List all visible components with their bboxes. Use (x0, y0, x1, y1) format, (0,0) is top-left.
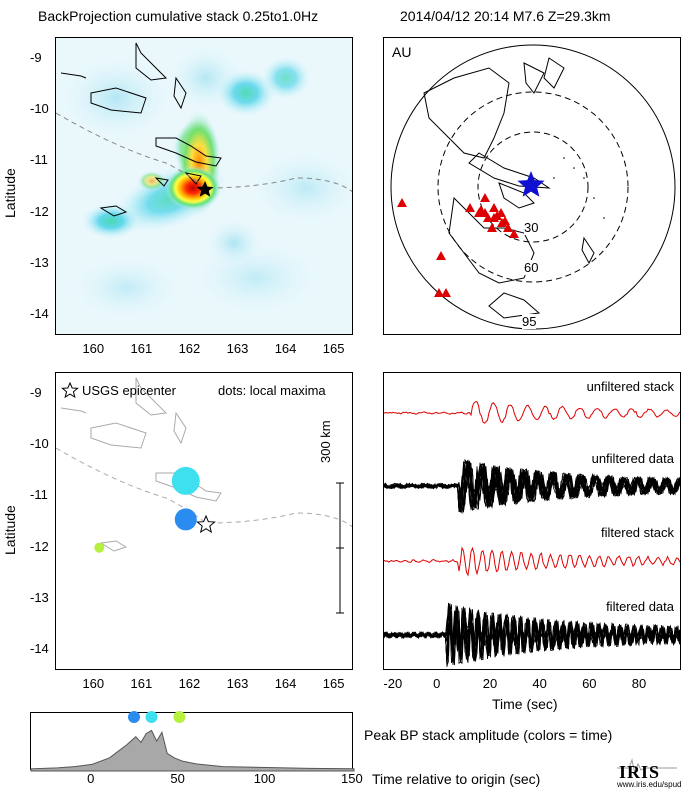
ring-label-30: 30 (524, 220, 539, 235)
globe-region-label: AU (392, 44, 412, 60)
chart-title-right: 2014/04/12 20:14 M7.6 Z=29.3km (400, 8, 611, 24)
trace-label-unfiltered-stack: unfiltered stack (586, 379, 674, 394)
amplitude-svg (30, 711, 355, 772)
legend-star-icon (61, 381, 79, 399)
local-maximum-dot (171, 466, 200, 495)
x-tick-label: 161 (130, 676, 153, 691)
station-triangle-icon (480, 193, 490, 202)
iris-logo-mark (617, 758, 677, 775)
station-triangle-icon (434, 288, 444, 297)
scale-bar-label: 300 km (318, 420, 333, 463)
globe-svg (390, 44, 676, 330)
y-axis-label-top: Latitude (2, 168, 18, 218)
iris-logo: IRIS www.iris.edu/spud (615, 756, 682, 790)
amplitude-peak-dot (128, 711, 141, 723)
x-tick-label: 161 (130, 341, 153, 356)
x-tick-label: 163 (226, 341, 249, 356)
y-tick-label: -13 (30, 255, 49, 271)
y-tick-label: -10 (30, 100, 49, 116)
trace-filtered-data (384, 604, 680, 661)
legend-epicenter-label: USGS epicenter (82, 383, 176, 398)
seismic-traces-panel: unfiltered stack unfiltered data filtere… (383, 372, 681, 670)
station-triangle-icon (503, 223, 513, 232)
trace-unfiltered-data (384, 464, 680, 509)
x-tick-label: 162 (178, 341, 201, 356)
epicenter-star-icon (196, 181, 214, 197)
trace-unfiltered-data (384, 461, 680, 511)
amplitude-peak-dot (145, 711, 158, 723)
y-tick-label: -9 (30, 49, 42, 65)
station-triangle-icon (487, 223, 497, 232)
local-maximum-dot (94, 542, 105, 553)
y-tick-label: -14 (30, 306, 49, 322)
amplitude-x-tick-label: 50 (170, 771, 185, 786)
trace-x-tick-label: 0 (433, 676, 441, 691)
trace-unfiltered-stack (384, 401, 680, 424)
traces-svg (384, 401, 680, 667)
trace-x-axis-label: Time (sec) (492, 696, 558, 712)
y-tick-label: -9 (30, 384, 42, 400)
y-tick-label: -11 (30, 152, 48, 168)
station-triangle-icon (436, 251, 446, 260)
station-triangle-icon (496, 208, 506, 217)
trace-label-filtered-data: filtered data (606, 599, 674, 614)
y-axis-label-bottom: Latitude (2, 505, 18, 555)
station-triangle-icon (397, 198, 407, 207)
amplitude-panel (30, 711, 355, 772)
y-tick-label: -11 (30, 487, 48, 503)
backprojection-heatmap (55, 37, 353, 335)
trace-x-tick-label: -20 (383, 676, 403, 691)
iris-logo-text: IRIS (619, 762, 661, 782)
x-tick-label: 164 (274, 676, 297, 691)
chart-title-left: BackProjection cumulative stack 0.25to1.… (38, 8, 319, 24)
y-tick-label: -12 (30, 203, 49, 219)
x-tick-label: 160 (82, 676, 105, 691)
trace-filtered-data (384, 605, 680, 660)
amplitude-x-tick-label: 150 (341, 771, 363, 786)
ring-label-60: 60 (524, 260, 539, 275)
trace-x-tick-label: 20 (482, 676, 498, 691)
x-tick-label: 165 (322, 341, 345, 356)
legend-dots-label: dots: local maxima (218, 383, 326, 398)
ring-label-95: 95 (522, 314, 537, 329)
usgs-epicenter-star-icon (196, 514, 216, 534)
trace-x-tick-label: 60 (582, 676, 597, 691)
trace-x-tick-label: 40 (532, 676, 547, 691)
x-tick-label: 164 (274, 341, 297, 356)
globe-panel: AU 30 60 95 (383, 37, 681, 335)
amplitude-area (30, 729, 355, 772)
trace-filtered-data (384, 602, 680, 664)
maxima-svg (56, 377, 352, 614)
amplitude-caption: Peak BP stack amplitude (colors = time) (364, 727, 613, 743)
station-triangle-icon (489, 203, 499, 212)
trace-label-filtered-stack: filtered stack (601, 525, 674, 540)
station-triangle-icon (509, 229, 519, 238)
x-tick-label: 162 (178, 676, 201, 691)
amplitude-peak-dot (173, 711, 186, 723)
source-star-icon (517, 171, 545, 197)
y-tick-label: -10 (30, 435, 49, 451)
amplitude-x-tick-label: 0 (87, 771, 95, 786)
amplitude-x-tick-label: 100 (253, 771, 276, 786)
local-maximum-dot (174, 508, 197, 531)
iris-logo-url: www.iris.edu/spud (617, 780, 682, 789)
y-tick-label: -14 (30, 641, 49, 657)
heatmap-svg (56, 38, 352, 334)
station-triangle-icon (441, 288, 451, 297)
station-triangle-icon (500, 216, 510, 225)
y-tick-label: -13 (30, 590, 49, 606)
x-tick-label: 163 (226, 676, 249, 691)
amplitude-x-axis-label: Time relative to origin (sec) (372, 771, 541, 787)
x-tick-label: 165 (322, 676, 345, 691)
x-tick-label: 160 (82, 341, 105, 356)
y-tick-label: -12 (30, 538, 49, 554)
trace-filtered-stack (384, 546, 680, 577)
trace-x-tick-label: 80 (631, 676, 647, 691)
station-triangles (397, 193, 519, 297)
station-triangle-icon (465, 203, 475, 212)
local-maxima-map: USGS epicenter dots: local maxima 300 km (55, 372, 353, 670)
trace-label-unfiltered-data: unfiltered data (591, 451, 674, 466)
station-triangle-icon (474, 208, 484, 217)
